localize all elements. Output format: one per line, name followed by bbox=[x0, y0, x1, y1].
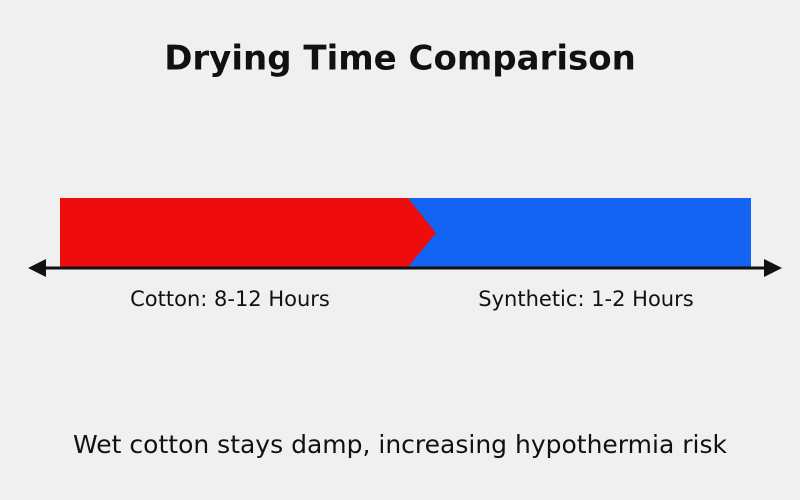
axis-arrow-right bbox=[764, 259, 782, 277]
axis-arrow-left bbox=[28, 259, 46, 277]
synthetic-label: Synthetic: 1-2 Hours bbox=[478, 287, 693, 311]
synthetic-bar bbox=[405, 198, 751, 267]
caption: Wet cotton stays damp, increasing hypoth… bbox=[73, 430, 727, 459]
title: Drying Time Comparison bbox=[164, 39, 636, 79]
cotton-bar bbox=[60, 198, 436, 267]
cotton-label: Cotton: 8-12 Hours bbox=[130, 287, 330, 311]
